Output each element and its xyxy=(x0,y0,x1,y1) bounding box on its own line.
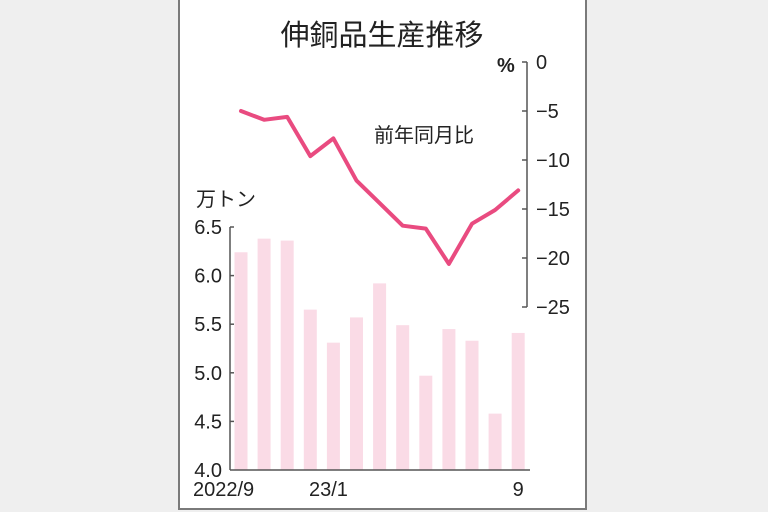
bar xyxy=(511,332,525,470)
bar xyxy=(488,413,502,470)
right-tick-label: −20 xyxy=(536,248,570,270)
left-tick-label: 6.5 xyxy=(194,217,222,239)
left-tick-label: 4.0 xyxy=(194,460,222,482)
bar xyxy=(234,252,248,470)
bar xyxy=(350,317,363,470)
right-axis: 0 −5 −10 −15 −20 −25 xyxy=(522,52,570,319)
right-tick-label: −10 xyxy=(536,150,570,172)
bar xyxy=(465,340,479,470)
left-tick-label: 6.0 xyxy=(194,266,222,288)
bar-series xyxy=(234,238,525,470)
left-tick-label: 5.5 xyxy=(194,314,222,336)
right-tick-label: −5 xyxy=(536,101,559,123)
x-tick-label: 2022/9 xyxy=(193,479,254,501)
right-tick-label: −25 xyxy=(536,297,570,319)
x-axis: 2022/9 23/1 9 xyxy=(193,469,530,501)
x-tick-label: 23/1 xyxy=(309,479,348,501)
right-tick-label: 0 xyxy=(536,52,547,74)
bar xyxy=(326,342,340,470)
right-unit-label: % xyxy=(497,55,515,77)
left-unit-label: 万トン xyxy=(196,187,256,211)
bar xyxy=(419,375,433,470)
x-tick-label: 9 xyxy=(513,479,524,501)
bar xyxy=(257,238,271,470)
chart-title: 伸銅品生産推移 xyxy=(280,18,483,52)
line-annotation: 前年同月比 xyxy=(374,123,474,147)
right-tick-label: −15 xyxy=(536,199,570,221)
left-axis: 6.5 6.0 5.5 5.0 4.5 4.0 xyxy=(194,217,234,482)
bar xyxy=(373,283,387,470)
left-tick-label: 5.0 xyxy=(194,363,222,385)
bar xyxy=(280,240,294,470)
line-series xyxy=(239,109,521,266)
bar xyxy=(396,325,410,470)
left-tick-label: 4.5 xyxy=(194,411,222,433)
bar xyxy=(303,309,317,470)
yoy-line xyxy=(239,109,521,266)
bar xyxy=(442,329,456,470)
